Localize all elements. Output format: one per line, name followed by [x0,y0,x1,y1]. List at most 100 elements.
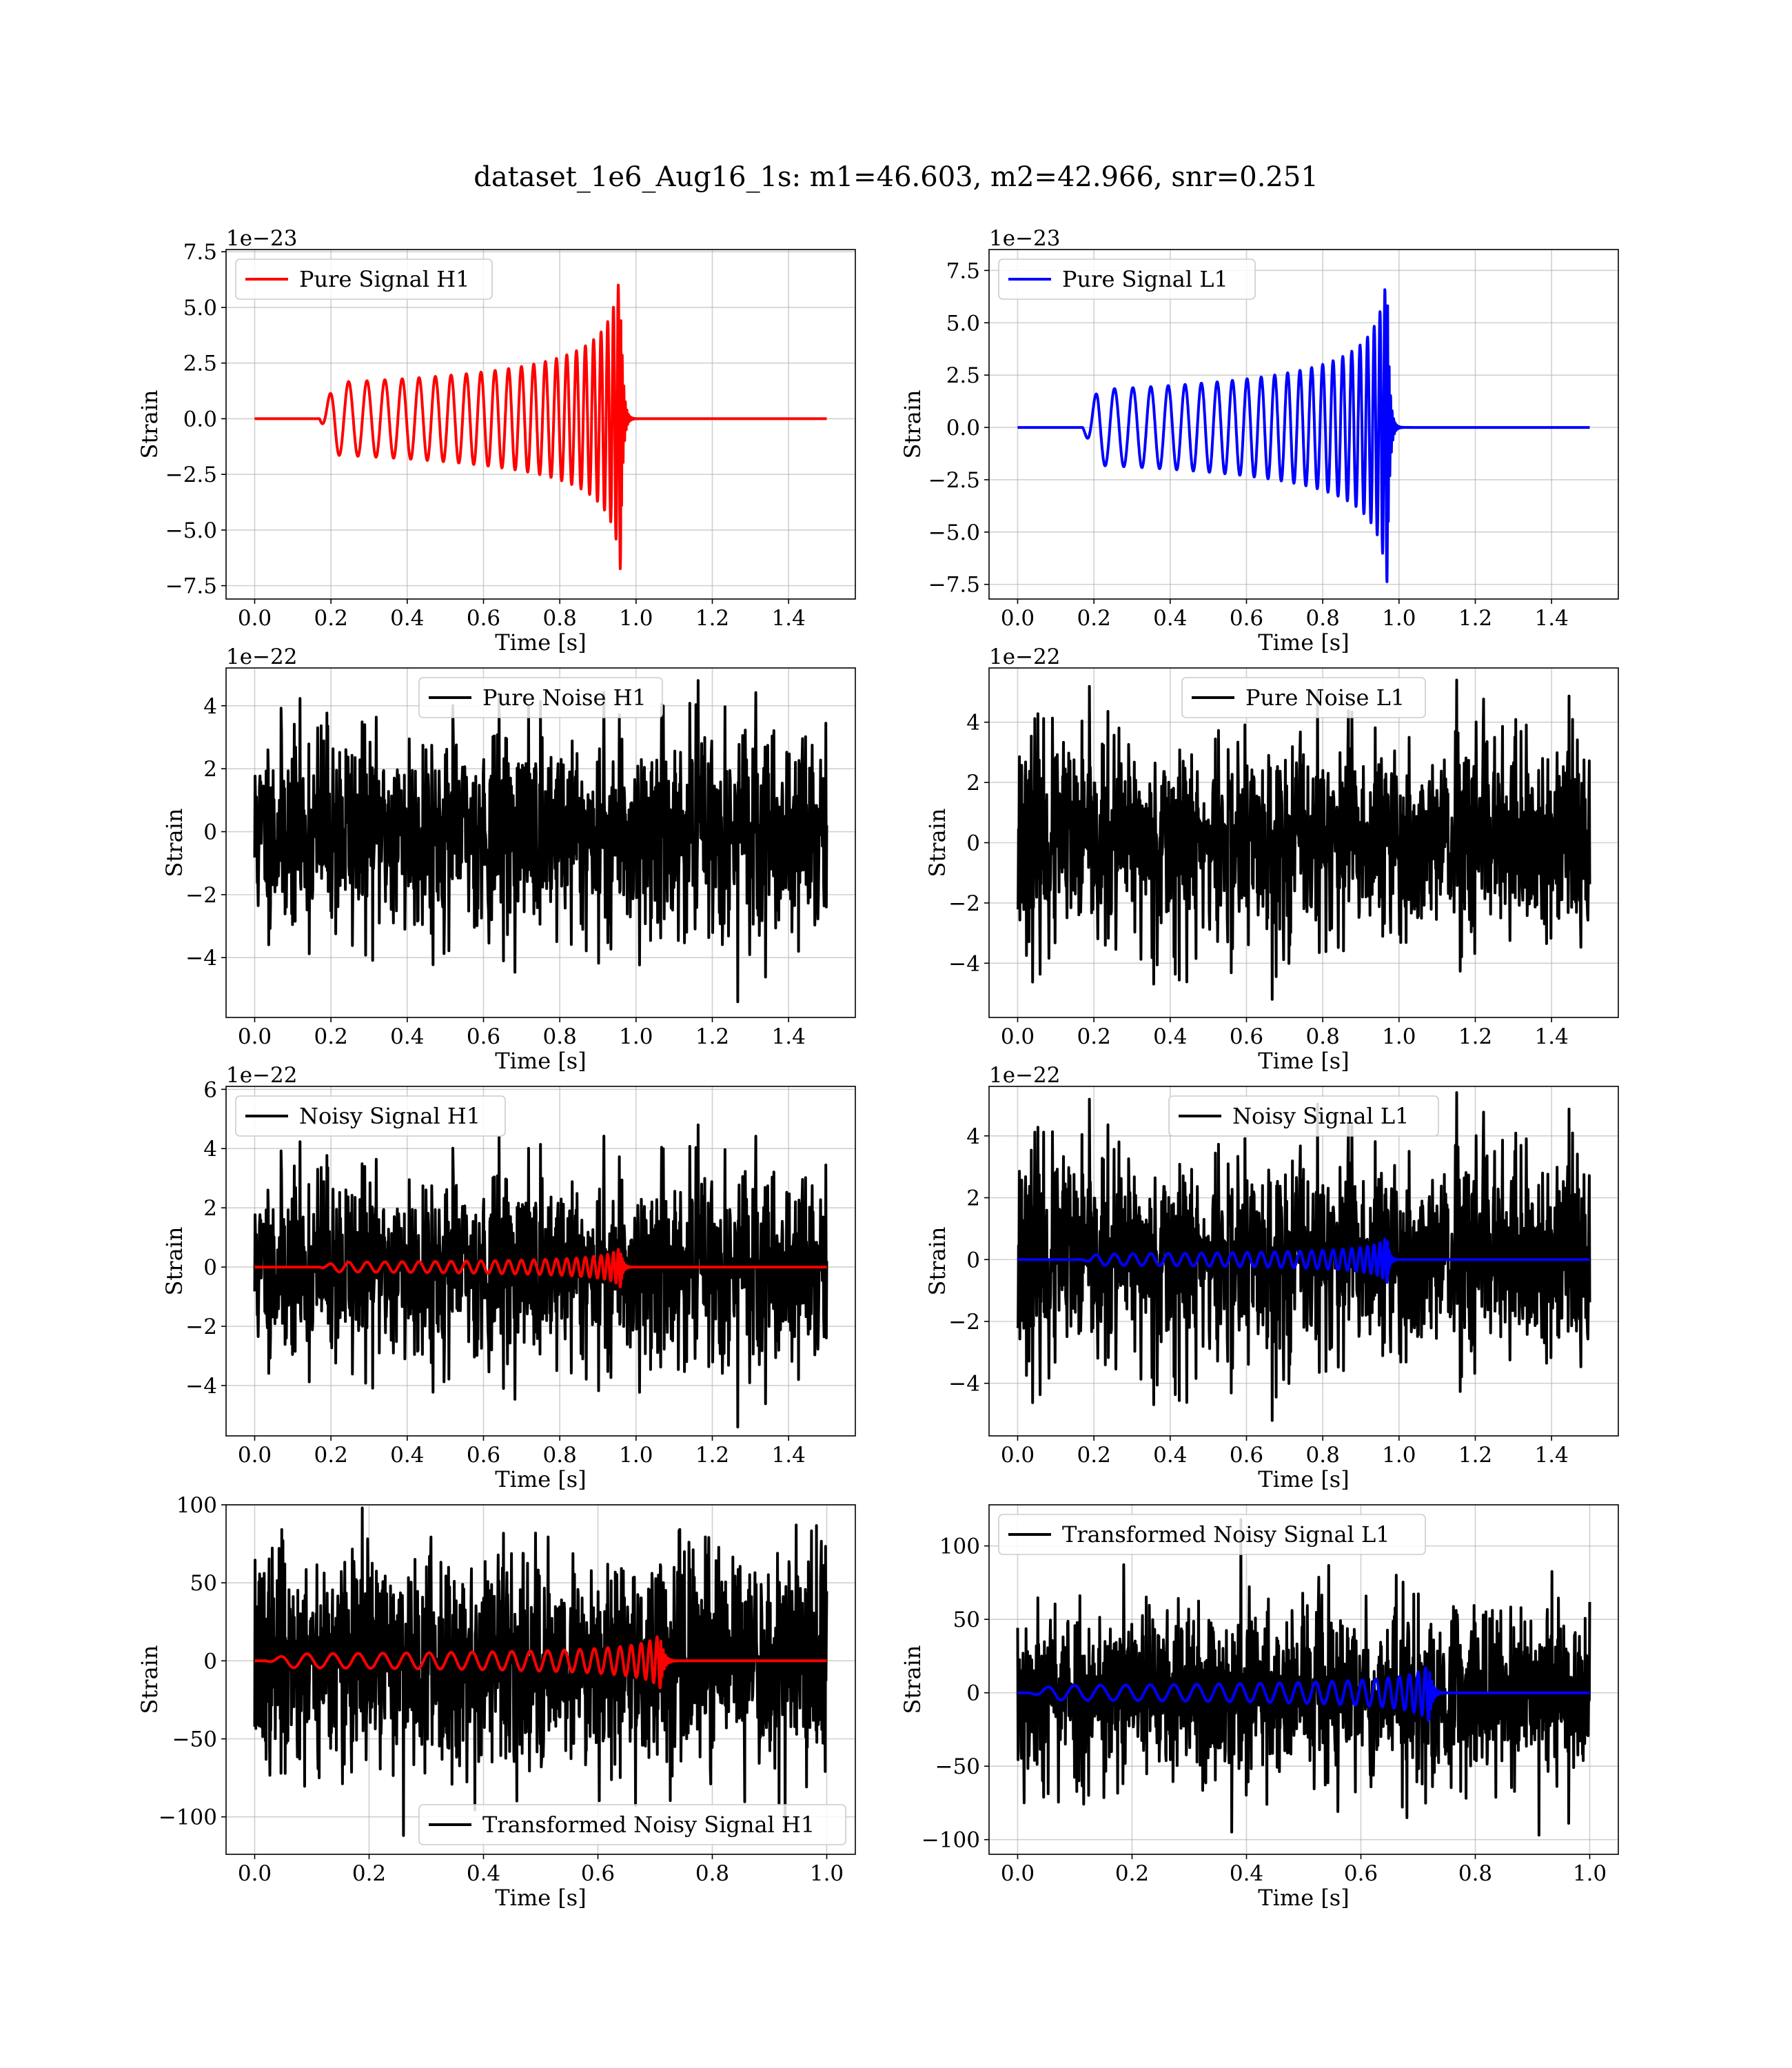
x-tick-label: 1.2 [695,606,729,631]
axis-offset-label: 1e−22 [226,1063,298,1088]
y-tick-label: 2.5 [183,352,217,376]
axes-frame [988,1504,1619,1855]
legend-frame [998,1514,1426,1555]
x-tick-label: 0.4 [1230,1861,1263,1886]
x-tick-label: 0.8 [543,1024,577,1049]
panel-h1-pure-noise: 0.0 0.2 0.4 0.6 0.8 1.0 1.2 1.4 −4 −2 0 2 4 Time [s] S… [161,645,856,1074]
x-tick-label: 1.4 [772,606,806,631]
series-line-transformed-noisy-signal-l1 [1016,1518,1591,1837]
legend: Pure Noise H1 [418,677,663,718]
legend-frame [1181,677,1426,718]
axes-frame [225,1504,856,1855]
series-line-overlay-1 [253,1248,828,1289]
y-axis-label: Strain [136,390,163,459]
x-tick-label: 1.2 [1458,1443,1492,1468]
x-axis-label: Time [s] [495,1048,586,1074]
x-tick-label: 0.4 [1153,606,1187,631]
x-tick-label: 0.0 [1001,1443,1035,1468]
x-axis-label: Time [s] [1258,1885,1349,1911]
series-line-overlay-1 [253,1635,828,1690]
y-tick-label: 50 [953,1608,980,1632]
x-tick-label: 1.4 [772,1443,806,1468]
axes-frame [988,1086,1619,1437]
y-tick-label: 0 [966,1681,980,1706]
x-tick-label: 1.2 [695,1443,729,1468]
x-tick-label: 1.0 [1573,1861,1607,1886]
y-tick-label: −2.5 [928,468,980,493]
y-tick-label: 2 [966,771,980,795]
x-tick-label: 0.0 [238,1024,272,1049]
axis-offset-label: 1e−22 [989,645,1061,669]
x-tick-label: 0.2 [314,1024,348,1049]
y-tick-label: 0.0 [946,416,980,440]
x-tick-label: 1.2 [695,1024,729,1049]
legend-frame [235,1095,506,1137]
legend: Pure Signal L1 [998,258,1256,300]
y-tick-label: −7.5 [928,573,980,598]
x-tick-label: 1.0 [1382,606,1416,631]
y-axis-label: Strain [924,809,950,878]
axes-frame [225,249,856,600]
y-tick-label: −4 [948,1372,980,1397]
y-tick-label: 5.0 [946,311,980,336]
panel-l1-pure-signal: 0.0 0.2 0.4 0.6 0.8 1.0 1.2 1.4 −7.5 −5.0 −2.5 0.0 2… [899,226,1619,656]
y-axis-label: Strain [161,1227,187,1296]
legend-frame [998,258,1256,300]
x-tick-label: 1.2 [1458,606,1492,631]
y-tick-label: 6 [203,1077,217,1102]
legend: Transformed Noisy Signal L1 [998,1514,1426,1555]
series-line-overlay-1 [1016,1666,1591,1723]
y-tick-label: 50 [190,1571,217,1596]
y-tick-label: 2 [203,1196,217,1221]
legend-label: Pure Signal L1 [1062,266,1228,292]
x-tick-label: 0.8 [1306,1024,1340,1049]
y-tick-label: −4 [185,946,217,971]
x-tick-label: 0.2 [314,1443,348,1468]
legend: Noisy Signal L1 [1168,1095,1439,1137]
x-tick-label: 0.8 [1458,1861,1492,1886]
x-tick-label: 0.6 [467,1443,500,1468]
y-tick-label: 100 [176,1493,217,1518]
x-axis-label: Time [s] [495,629,586,656]
x-tick-label: 0.6 [467,1024,500,1049]
y-tick-label: −100 [159,1805,217,1830]
x-tick-label: 0.6 [1344,1861,1378,1886]
y-tick-label: −2.5 [165,463,217,487]
legend-label: Pure Noise H1 [482,685,646,711]
x-axis-label: Time [s] [495,1885,586,1911]
panel-h1-transformed: 0.0 0.2 0.4 0.6 0.8 1.0 −100 −50 0 50 100 Time [s] S… [136,1493,856,1911]
legend: Pure Noise L1 [1181,677,1426,718]
x-tick-label: 0.0 [238,1861,272,1886]
series-line-transformed-noisy-signal-h1 [253,1506,828,1837]
legend: Noisy Signal H1 [235,1095,506,1137]
x-tick-label: 1.0 [619,1443,653,1468]
legend: Transformed Noisy Signal H1 [418,1804,846,1845]
y-tick-label: 7.5 [183,240,217,265]
y-axis-label: Strain [899,1645,926,1714]
x-tick-label: 0.6 [1230,606,1263,631]
x-tick-label: 0.0 [238,606,272,631]
x-tick-label: 0.8 [1306,1443,1340,1468]
x-tick-label: 1.0 [1382,1024,1416,1049]
y-tick-label: 2 [966,1186,980,1211]
x-tick-label: 0.6 [1230,1024,1263,1049]
series-line-pure-noise-l1 [1016,678,1591,1001]
x-tick-label: 0.0 [1001,606,1035,631]
legend-label: Noisy Signal H1 [299,1103,480,1129]
legend-frame [1168,1095,1439,1137]
y-tick-label: −4 [948,951,980,976]
x-tick-label: 0.0 [238,1443,272,1468]
x-tick-label: 1.0 [1382,1443,1416,1468]
axis-offset-label: 1e−23 [989,226,1061,251]
series-line-pure-signal-l1 [1016,288,1591,583]
y-tick-label: 4 [203,1137,217,1162]
legend: Pure Signal H1 [235,258,493,300]
x-tick-label: 0.4 [467,1861,500,1886]
x-tick-label: 0.4 [390,1024,424,1049]
y-tick-label: 0 [966,831,980,856]
y-tick-label: −5.0 [165,518,217,543]
series-line-pure-noise-h1 [253,679,828,1004]
x-tick-label: 0.8 [543,606,577,631]
y-tick-label: −50 [935,1754,980,1779]
